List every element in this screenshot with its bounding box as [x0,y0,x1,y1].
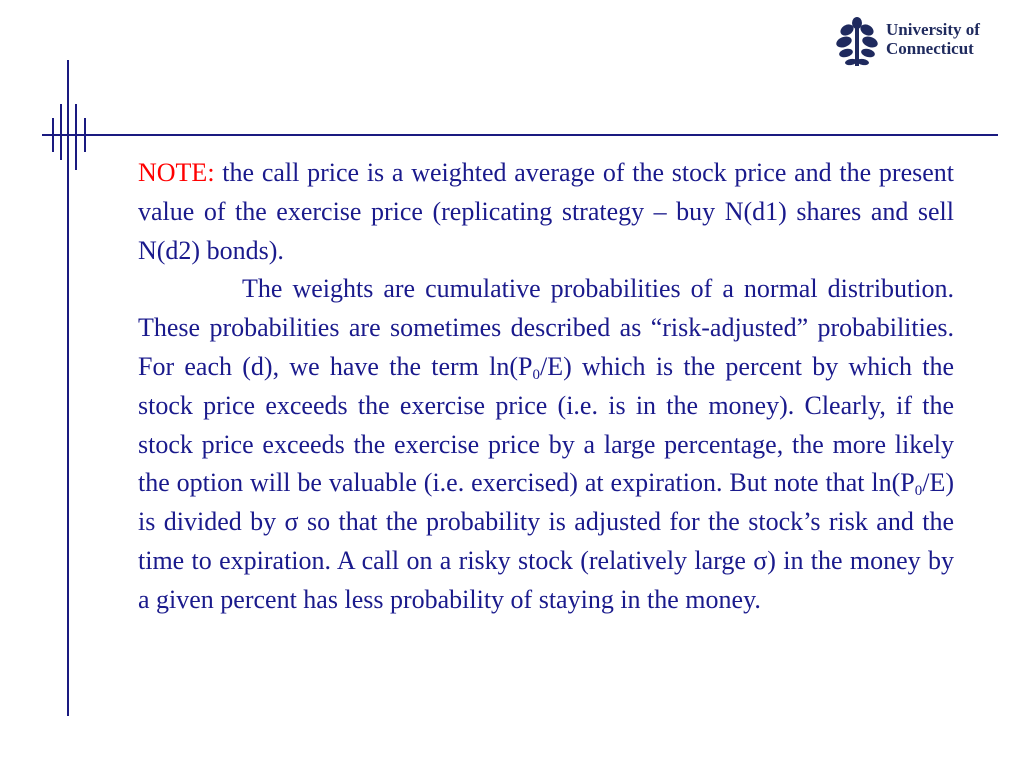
vertical-tick-1 [52,118,54,152]
university-logo: University of Connecticut [834,14,1004,70]
vertical-tick-3 [75,104,77,170]
vertical-tick-4 [84,118,86,152]
explanation-part-3: /E) is divided by σ so that the probabil… [138,468,954,614]
horizontal-rule [42,134,998,136]
logo-line-1: University of [886,20,980,39]
explanation-paragraph: The weights are cumulative probabilities… [138,270,954,619]
logo-line-2: Connecticut [886,39,974,58]
slide-body: NOTE: the call price is a weighted avera… [138,154,954,620]
logo-wordmark: University of Connecticut [886,20,980,58]
explanation-part-2: /E) which is the percent by which the st… [138,351,955,498]
explanation-part-1: The weights are cumulative probabilities… [138,274,954,381]
oak-leaf-icon [836,17,878,66]
subscript-zero: 0 [914,483,923,500]
note-text: the call price is a weighted average of … [138,158,954,265]
vertical-tick-2 [60,104,62,160]
note-label: NOTE: [138,158,215,187]
subscript-zero: 0 [532,366,541,383]
note-paragraph: NOTE: the call price is a weighted avera… [138,154,954,270]
vertical-rule-main [67,60,69,716]
